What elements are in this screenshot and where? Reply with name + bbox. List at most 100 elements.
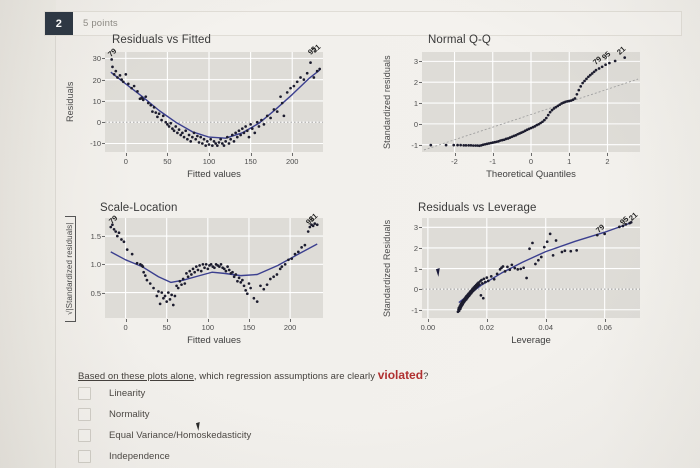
plot-y-tick-label: 0 [413, 119, 418, 129]
data-points [109, 222, 319, 307]
answer-option-normality[interactable]: Normality [78, 404, 498, 425]
plot-y-tick-mark [101, 58, 105, 60]
plot-y-tick-label: 2 [413, 243, 418, 253]
answer-option-label: Equal Variance/Homoskedasticity [109, 430, 252, 441]
checkbox-icon[interactable] [78, 429, 91, 442]
plot-x-tick-label: 50 [163, 157, 172, 166]
question-points-label: 5 points [83, 18, 118, 29]
plot-y-tick-label: -1 [411, 140, 418, 150]
plot-y-tick-mark [418, 268, 422, 270]
answer-option-label: Normality [109, 409, 150, 420]
answer-option-equal-variance-homoskedasticity[interactable]: Equal Variance/Homoskedasticity [78, 425, 498, 446]
plot-x-tick-mark [250, 153, 252, 156]
plot-x-tick-mark [454, 153, 456, 156]
plot-y-tick-mark [418, 82, 422, 84]
plot-y-tick-label: 3 [413, 57, 418, 67]
plot-x-tick-label: 0.06 [597, 323, 612, 332]
plot-y-tick-label: -1 [411, 305, 418, 315]
plot-x-tick-label: 0 [123, 323, 128, 332]
answer-option-independence[interactable]: Independence [78, 446, 498, 467]
plot-y-tick-mark [418, 309, 422, 311]
data-points [456, 220, 633, 314]
plot-gridlines [105, 218, 323, 318]
page-edge-line [55, 20, 56, 468]
plot-x-tick-mark [207, 319, 209, 322]
plot-y-tick-label: 1.5 [90, 232, 101, 242]
plot-y-tick-mark [418, 144, 422, 146]
checkbox-icon[interactable] [78, 450, 91, 463]
plot-scale-location: Scale-Location √|Standardized residuals| F… [60, 202, 360, 364]
plot-y-tick-label: 3 [413, 223, 418, 233]
plot-x-tick-mark [607, 153, 609, 156]
plot-y-tick-label: 20 [92, 75, 101, 85]
plot-y-tick-mark [101, 79, 105, 81]
plot-panel [105, 52, 323, 152]
plot-y-tick-mark [101, 100, 105, 102]
plot-y-tick-mark [418, 61, 422, 63]
plot-x-tick-label: 0.04 [538, 323, 554, 332]
question-prompt-tail: ? [423, 371, 429, 382]
plot-y-axis-label: Residuals [65, 81, 75, 123]
plot-x-tick-label: 100 [201, 323, 215, 332]
plot-x-tick-label: 0.02 [479, 323, 495, 332]
plot-y-tick-mark [101, 122, 105, 124]
answer-option-label: Linearity [109, 388, 146, 399]
plot-y-tick-mark [418, 103, 422, 105]
plot-y-tick-mark [101, 264, 105, 266]
loess-smooth-line [110, 69, 321, 139]
plot-x-tick-label: 1 [567, 157, 572, 166]
plot-y-tick-label: 0.5 [90, 288, 101, 298]
plot-y-tick-mark [101, 143, 105, 145]
plot-y-axis-label: Standardized residuals [382, 55, 392, 149]
plot-x-tick-mark [209, 153, 210, 156]
plot-x-axis-label: Fitted values [187, 335, 241, 346]
plot-x-tick-mark [427, 319, 429, 322]
plot-y-tick-label: 0 [413, 285, 418, 295]
plot-x-tick-label: 50 [162, 323, 171, 332]
plot-y-tick-mark [418, 289, 422, 291]
plot-x-tick-mark [492, 153, 494, 156]
answer-options-list: Linearity Normality Equal Variance/Homoske… [78, 383, 498, 467]
plot-x-tick-mark [166, 319, 168, 322]
checkbox-icon[interactable] [78, 387, 91, 400]
plot-x-tick-mark [545, 319, 547, 322]
plot-y-tick-label: 30 [92, 54, 101, 64]
plot-normal-qq: Normal Q-Q Standardized residuals Theoreti… [370, 34, 680, 199]
plot-x-axis-label: Fitted values [187, 169, 241, 180]
plot-x-tick-label: 150 [242, 323, 256, 332]
plot-panel [422, 52, 640, 152]
loess-smooth-line [110, 243, 318, 284]
plot-x-tick-label: 0 [528, 157, 534, 166]
plot-x-axis-label: Theoretical Quantiles [486, 169, 576, 180]
plot-y-tick-mark [418, 227, 422, 229]
plot-x-tick-mark [569, 153, 571, 156]
plot-x-tick-mark [125, 319, 127, 322]
plot-x-tick-mark [167, 153, 169, 156]
diagnostic-plots-grid: Residuals vs Fitted Residuals Fitted value… [60, 34, 680, 364]
plot-residuals-vs-leverage: Residuals vs Leverage Standardized Residu… [370, 202, 680, 364]
question-prompt-underlined: Based on these plots alone [78, 371, 194, 382]
plot-panel [105, 218, 323, 318]
question-prompt: Based on these plots alone, which regres… [78, 368, 678, 382]
plot-title: Residuals vs Leverage [418, 202, 537, 214]
plot-residuals-vs-fitted: Residuals vs Fitted Residuals Fitted value… [60, 34, 360, 199]
plot-x-tick-label: 100 [202, 157, 216, 166]
plot-x-axis-label: Leverage [511, 335, 551, 346]
plot-y-tick-mark [101, 236, 105, 238]
plot-x-tick-label: 200 [285, 157, 299, 166]
question-header: 2 5 points [44, 11, 682, 36]
plot-x-tick-mark [486, 319, 488, 322]
plot-x-tick-mark [531, 153, 532, 156]
plot-x-tick-mark [292, 153, 294, 156]
plot-title: Normal Q-Q [428, 34, 491, 46]
qq-reference-line [423, 78, 639, 151]
plot-title: Residuals vs Fitted [112, 34, 212, 46]
plot-x-tick-label: 2 [605, 157, 610, 166]
plot-x-tick-label: -2 [451, 157, 458, 166]
checkbox-icon[interactable] [78, 408, 91, 421]
plot-y-tick-label: 2 [413, 78, 418, 88]
answer-option-linearity[interactable]: Linearity [78, 383, 498, 404]
plot-x-tick-mark [290, 319, 292, 322]
plot-title: Scale-Location [100, 202, 178, 214]
question-number-badge: 2 [45, 12, 73, 35]
